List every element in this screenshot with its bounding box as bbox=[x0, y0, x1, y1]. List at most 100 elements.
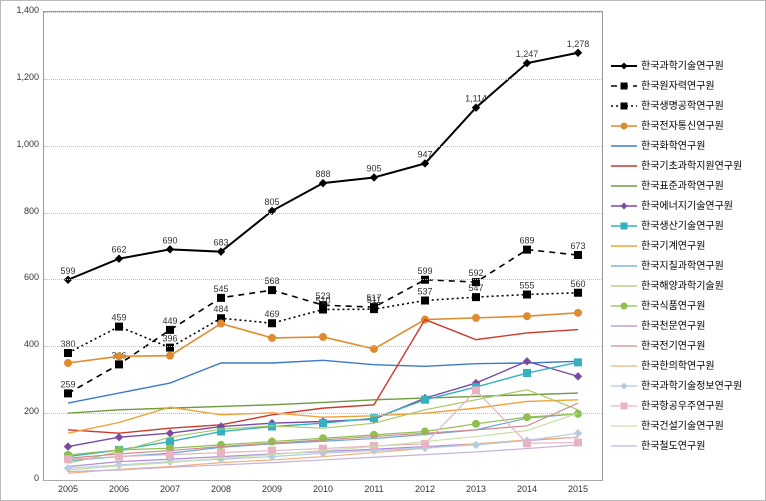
series-marker bbox=[218, 294, 225, 301]
x-tick-label: 2008 bbox=[211, 484, 231, 494]
data-label: 592 bbox=[468, 268, 483, 278]
legend-item: 한국생명공학연구원 bbox=[611, 96, 761, 116]
series-marker bbox=[320, 333, 327, 340]
series-marker bbox=[473, 420, 480, 427]
series-marker bbox=[65, 390, 72, 397]
series-marker bbox=[473, 314, 480, 321]
data-label: 545 bbox=[213, 284, 228, 294]
series-marker bbox=[269, 438, 276, 445]
series-marker bbox=[167, 430, 174, 437]
legend-swatch bbox=[611, 220, 637, 232]
legend-label: 한국지질과학연구원 bbox=[641, 259, 724, 274]
series-marker bbox=[320, 306, 327, 313]
y-tick-label: 0 bbox=[1, 473, 39, 483]
legend-item: 한국과학기술정보연구원 bbox=[611, 376, 761, 396]
legend-swatch bbox=[611, 80, 637, 92]
legend-swatch bbox=[611, 260, 637, 272]
series-marker bbox=[524, 370, 531, 377]
data-label: 805 bbox=[264, 197, 279, 207]
legend-label: 한국화학연구원 bbox=[641, 139, 705, 154]
data-label: 690 bbox=[162, 235, 177, 245]
legend-item: 한국지질과학연구원 bbox=[611, 256, 761, 276]
gridline bbox=[44, 279, 602, 280]
data-label: 599 bbox=[417, 266, 432, 276]
legend-label: 한국전기연구원 bbox=[641, 339, 705, 354]
legend-label: 한국건설기술연구원 bbox=[641, 419, 724, 434]
series-marker bbox=[269, 447, 276, 454]
data-label: 380 bbox=[60, 339, 75, 349]
legend-label: 한국천문연구원 bbox=[641, 319, 705, 334]
series-marker bbox=[422, 428, 429, 435]
x-tick-label: 2010 bbox=[313, 484, 333, 494]
legend-swatch bbox=[611, 240, 637, 252]
legend-item: 한국기계연구원 bbox=[611, 236, 761, 256]
series-marker bbox=[167, 344, 174, 351]
series-marker bbox=[65, 349, 72, 356]
data-label: 905 bbox=[366, 163, 381, 173]
data-label: 449 bbox=[162, 316, 177, 326]
legend-label: 한국기초과학지원연구원 bbox=[641, 159, 742, 174]
legend-item: 한국철도연구원 bbox=[611, 436, 761, 456]
data-label: 396 bbox=[162, 334, 177, 344]
series-marker bbox=[167, 451, 174, 458]
y-tick-label: 400 bbox=[1, 339, 39, 349]
series-marker bbox=[371, 174, 378, 181]
series-marker bbox=[575, 430, 582, 437]
series-marker bbox=[575, 359, 582, 366]
series-marker bbox=[116, 361, 123, 368]
x-tick-label: 2015 bbox=[568, 484, 588, 494]
y-tick-label: 200 bbox=[1, 406, 39, 416]
series-marker bbox=[575, 252, 582, 259]
gridline bbox=[44, 213, 602, 214]
series-marker bbox=[422, 396, 429, 403]
data-label: 511 bbox=[367, 295, 381, 305]
legend-label: 한국식품연구원 bbox=[641, 299, 705, 314]
data-label: 1,247 bbox=[516, 49, 539, 59]
legend-swatch bbox=[611, 180, 637, 192]
data-label: 947 bbox=[417, 149, 432, 159]
series-marker bbox=[269, 287, 276, 294]
x-tick-label: 2013 bbox=[466, 484, 486, 494]
series-marker bbox=[269, 334, 276, 341]
legend-label: 한국표준과학연구원 bbox=[641, 179, 724, 194]
series-marker bbox=[269, 320, 276, 327]
series-marker bbox=[473, 387, 480, 394]
gridline bbox=[44, 480, 602, 481]
legend-swatch bbox=[611, 360, 637, 372]
series-marker bbox=[524, 246, 531, 253]
series-line bbox=[68, 393, 578, 413]
legend-label: 한국기계연구원 bbox=[641, 239, 705, 254]
data-label: 662 bbox=[111, 245, 126, 255]
gridline bbox=[44, 12, 602, 13]
data-label: 259 bbox=[60, 379, 75, 389]
series-marker bbox=[116, 461, 123, 468]
legend: 한국과학기술연구원한국원자력연구원한국생명공학연구원한국전자통신연구원한국화학연… bbox=[611, 56, 761, 456]
series-marker bbox=[65, 456, 72, 463]
data-label: 673 bbox=[570, 241, 585, 251]
series-marker bbox=[167, 326, 174, 333]
legend-swatch bbox=[611, 300, 637, 312]
legend-item: 한국전기연구원 bbox=[611, 336, 761, 356]
data-label: 568 bbox=[264, 276, 279, 286]
data-label: 599 bbox=[60, 266, 75, 276]
series-marker bbox=[320, 435, 327, 442]
x-tick-label: 2011 bbox=[364, 484, 383, 494]
series-marker bbox=[167, 438, 174, 445]
legend-label: 한국항공우주연구원 bbox=[641, 399, 724, 414]
series-marker bbox=[218, 449, 225, 456]
series-marker bbox=[116, 255, 123, 262]
legend-swatch bbox=[611, 320, 637, 332]
legend-item: 한국화학연구원 bbox=[611, 136, 761, 156]
series-marker bbox=[473, 441, 480, 448]
gridline bbox=[44, 146, 602, 147]
data-label: 537 bbox=[417, 286, 432, 296]
series-marker bbox=[575, 49, 582, 56]
x-tick-label: 2012 bbox=[415, 484, 435, 494]
legend-item: 한국과학기술연구원 bbox=[611, 56, 761, 76]
gridline bbox=[44, 413, 602, 414]
series-marker bbox=[167, 352, 174, 359]
series-marker bbox=[116, 353, 123, 360]
series-marker bbox=[320, 420, 327, 427]
series-marker bbox=[473, 294, 480, 301]
legend-label: 한국생명공학연구원 bbox=[641, 99, 724, 114]
